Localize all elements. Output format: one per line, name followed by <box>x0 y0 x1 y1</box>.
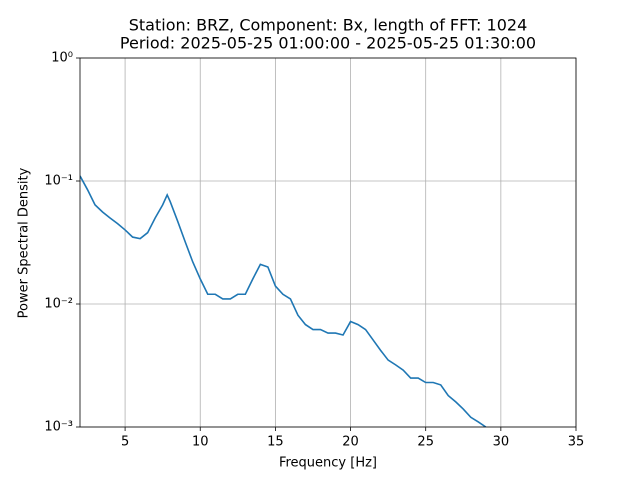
y-tick-label: 10⁻³ <box>44 420 73 435</box>
x-tick-label: 20 <box>342 435 359 450</box>
y-tick-label: 10⁻² <box>44 297 73 312</box>
x-tick-label: 15 <box>267 435 284 450</box>
plot-frame <box>79 57 577 428</box>
chart-subtitle: Period: 2025-05-25 01:00:00 - 2025-05-25… <box>120 34 536 53</box>
y-axis-label: Power Spectral Density <box>17 167 32 318</box>
x-axis-label: Frequency [Hz] <box>279 456 377 471</box>
y-tick-label: 10⁻¹ <box>44 174 73 189</box>
y-tick-label: 10⁰ <box>51 51 73 66</box>
x-tick-label: 35 <box>568 435 585 450</box>
chart-title: Station: BRZ, Component: Bx, length of F… <box>129 16 528 35</box>
x-tick-label: 5 <box>121 435 129 450</box>
x-tick-label: 25 <box>417 435 434 450</box>
x-tick-label: 30 <box>493 435 510 450</box>
data-line <box>80 175 487 427</box>
x-tick-label: 10 <box>192 435 209 450</box>
